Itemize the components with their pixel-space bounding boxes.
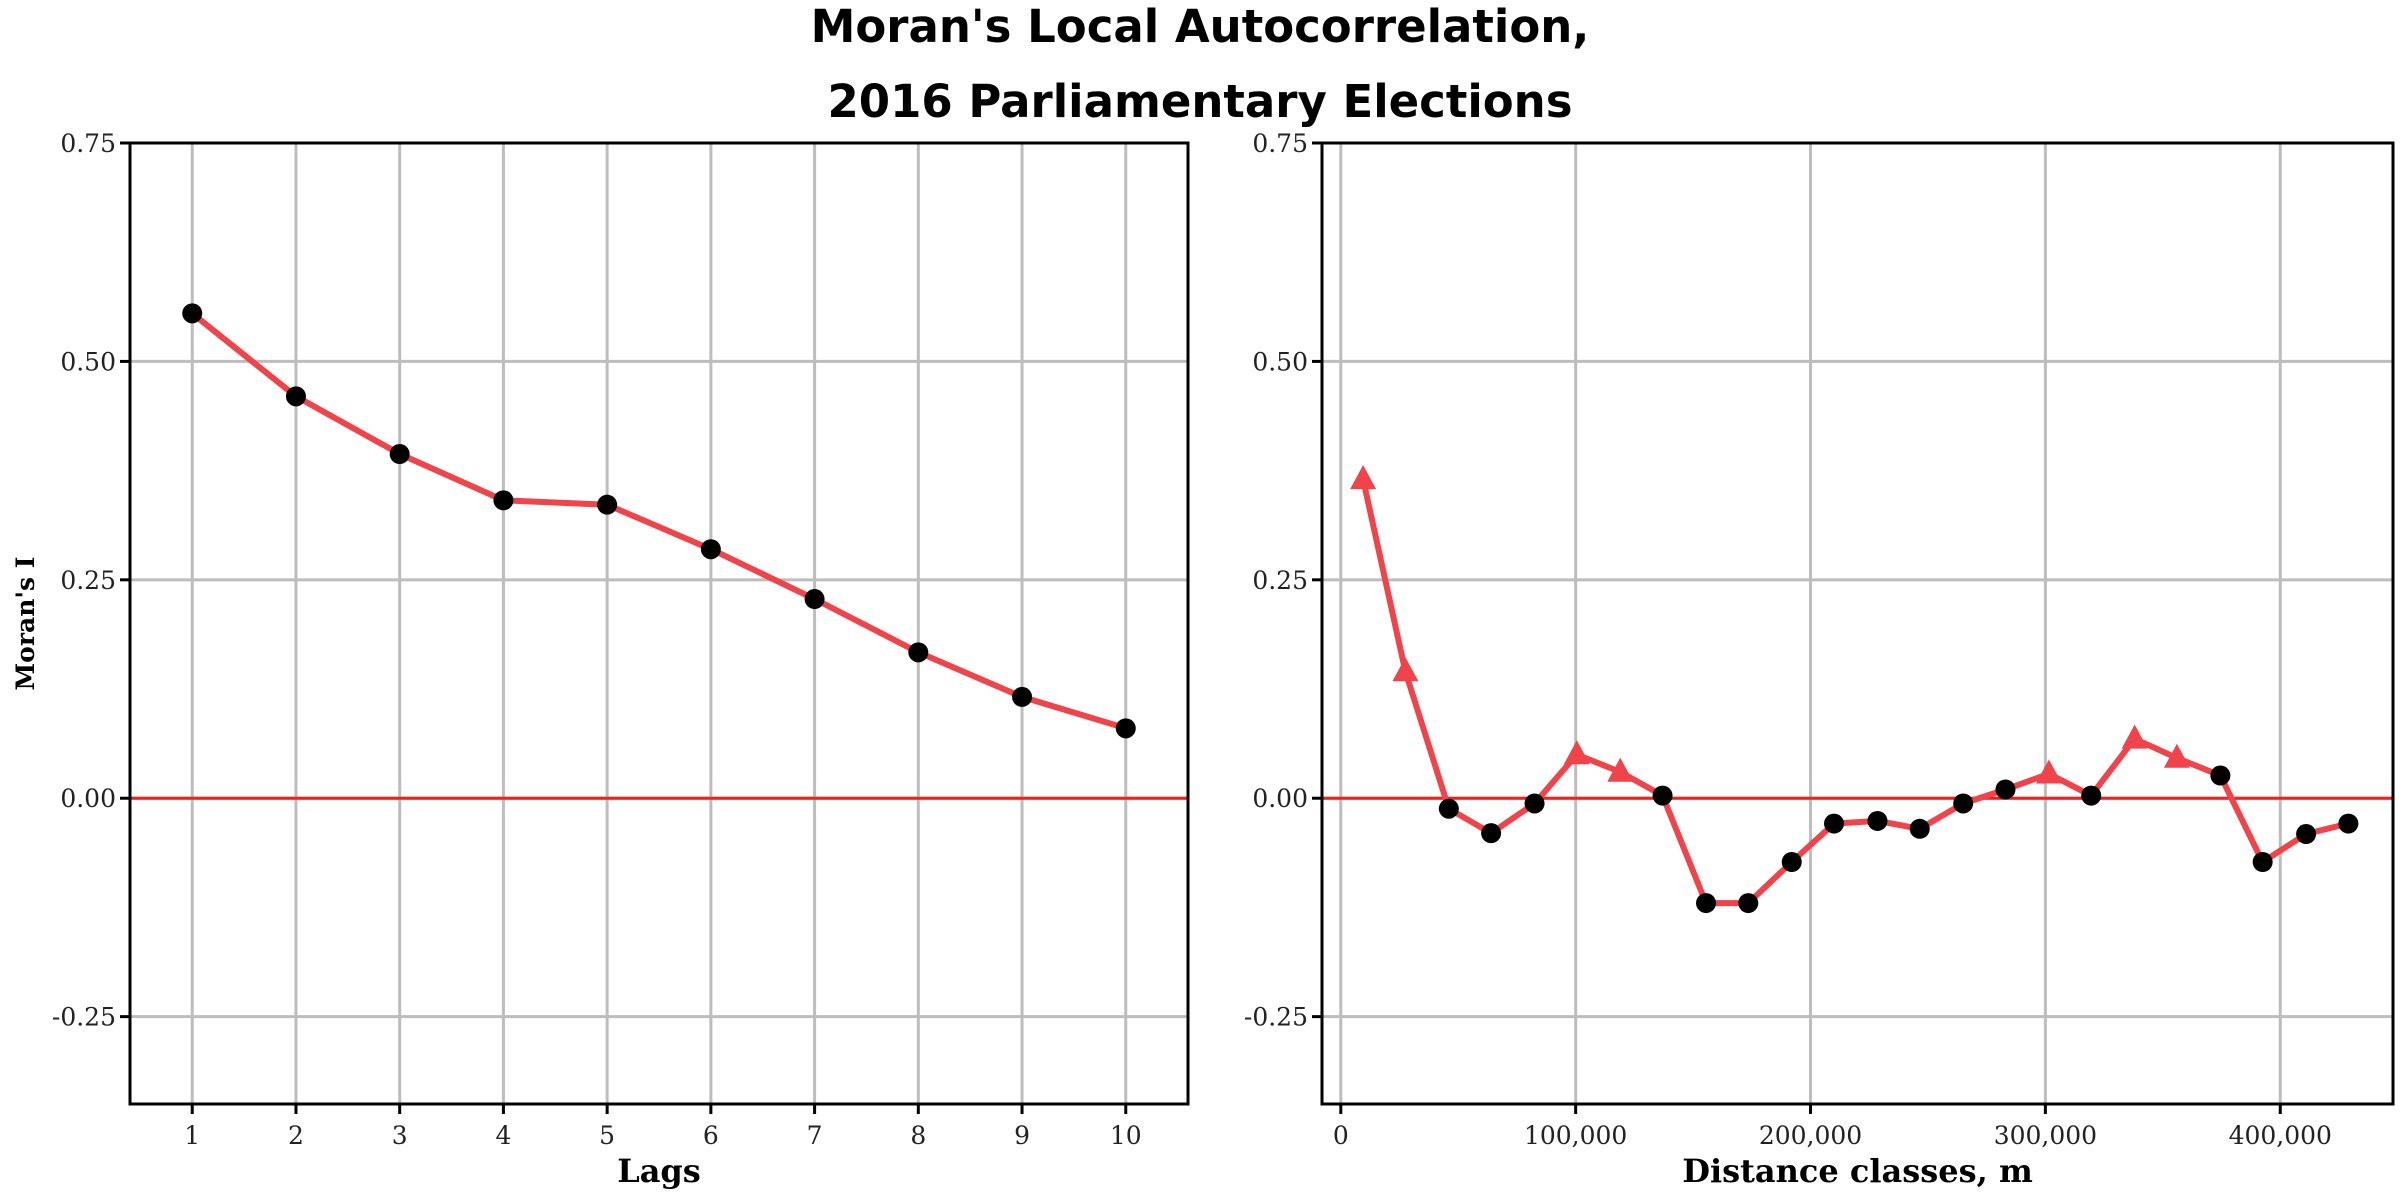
left-x-tick-label-4: 5 (599, 1121, 615, 1150)
right-y-tick-label-1: 0.00 (1252, 784, 1308, 813)
right-point-triangle-19 (2163, 743, 2190, 768)
right-point-21 (2252, 852, 2273, 873)
left-point-9 (1115, 718, 1136, 739)
right-x-tick-label-1: 100,000 (1524, 1121, 1627, 1150)
right-point-triangle-6 (1607, 757, 1634, 782)
right-point-15 (1995, 779, 2016, 800)
right-point-triangle-1 (1392, 657, 1419, 682)
left-series-line (190, 311, 1127, 732)
chart-title-line-2: 2016 Parliamentary Elections (827, 75, 1572, 128)
left-x-tick-label-6: 7 (807, 1121, 823, 1150)
left-x-tick-label-1: 2 (288, 1121, 304, 1150)
right-point-triangle-5 (1563, 740, 1590, 765)
panel-lags: 1 2 3 4 5 6 7 8 9 10 -0.25 0.00 0.25 0.50 0.75 Lags Mora… (11, 129, 1190, 1190)
left-point-7 (908, 642, 929, 663)
left-point-4 (597, 494, 618, 515)
left-x-tick-label-0: 1 (184, 1121, 200, 1150)
right-point-11 (1824, 813, 1845, 834)
right-point-8 (1696, 893, 1717, 914)
right-point-17 (2081, 785, 2102, 806)
left-y-tick-label-4: 0.75 (60, 129, 116, 158)
left-y-tick-label-2: 0.25 (60, 566, 116, 595)
right-point-9 (1738, 893, 1759, 914)
right-y-tick-label-4: 0.75 (1252, 129, 1308, 158)
right-point-triangle-16 (2035, 759, 2062, 784)
right-panel-frame (1320, 141, 2395, 1106)
panel-distance-classes: 0 100,000 200,000 300,000 400,000 -0.25 0.00 0.… (1244, 129, 2395, 1190)
right-x-tick-label-0: 0 (1333, 1121, 1349, 1150)
right-point-12 (1867, 810, 1888, 831)
right-series-line (1360, 478, 2350, 907)
right-point-20 (2210, 765, 2231, 786)
right-x-tick-label-4: 400,000 (2229, 1121, 2332, 1150)
right-point-2 (1438, 798, 1459, 819)
left-x-tick-label-2: 3 (392, 1121, 408, 1150)
left-y-tick-label-0: -0.25 (52, 1003, 116, 1032)
right-point-7 (1652, 785, 1673, 806)
right-y-tick-label-0: -0.25 (1244, 1003, 1308, 1032)
left-point-2 (389, 444, 410, 465)
right-y-tick-label-2: 0.25 (1252, 566, 1308, 595)
left-point-6 (804, 589, 825, 610)
left-x-tick-label-8: 9 (1014, 1121, 1030, 1150)
right-point-4 (1524, 793, 1545, 814)
left-x-axis-title: Lags (617, 1152, 701, 1190)
left-x-tick-label-7: 8 (910, 1121, 926, 1150)
right-x-tick-label-2: 200,000 (1759, 1121, 1862, 1150)
left-point-0 (182, 303, 203, 324)
left-point-5 (700, 539, 721, 560)
right-x-axis-title: Distance classes, m (1682, 1152, 2033, 1190)
right-point-13 (1909, 818, 1930, 839)
right-point-22 (2296, 824, 2317, 845)
chart-title-line-1: Moran's Local Autocorrelation, (811, 0, 1590, 53)
left-x-tick-label-3: 4 (495, 1121, 511, 1150)
right-point-10 (1781, 852, 1802, 873)
right-point-triangle-18 (2121, 724, 2148, 749)
left-x-tick-label-9: 10 (1110, 1121, 1142, 1150)
right-point-3 (1481, 823, 1502, 844)
left-x-tick-label-5: 6 (703, 1121, 719, 1150)
left-point-3 (493, 490, 514, 511)
left-y-tick-label-3: 0.50 (60, 347, 116, 376)
left-point-8 (1012, 686, 1033, 707)
left-y-tick-label-1: 0.00 (60, 784, 116, 813)
right-x-tick-label-3: 300,000 (1994, 1121, 2097, 1150)
left-point-1 (285, 386, 306, 407)
left-y-axis-title: Moran's I (11, 556, 40, 690)
right-y-tick-label-3: 0.50 (1252, 347, 1308, 376)
right-point-23 (2338, 813, 2359, 834)
right-point-14 (1953, 793, 1974, 814)
left-panel-frame (128, 141, 1190, 1106)
right-point-triangle-0 (1350, 465, 1377, 490)
